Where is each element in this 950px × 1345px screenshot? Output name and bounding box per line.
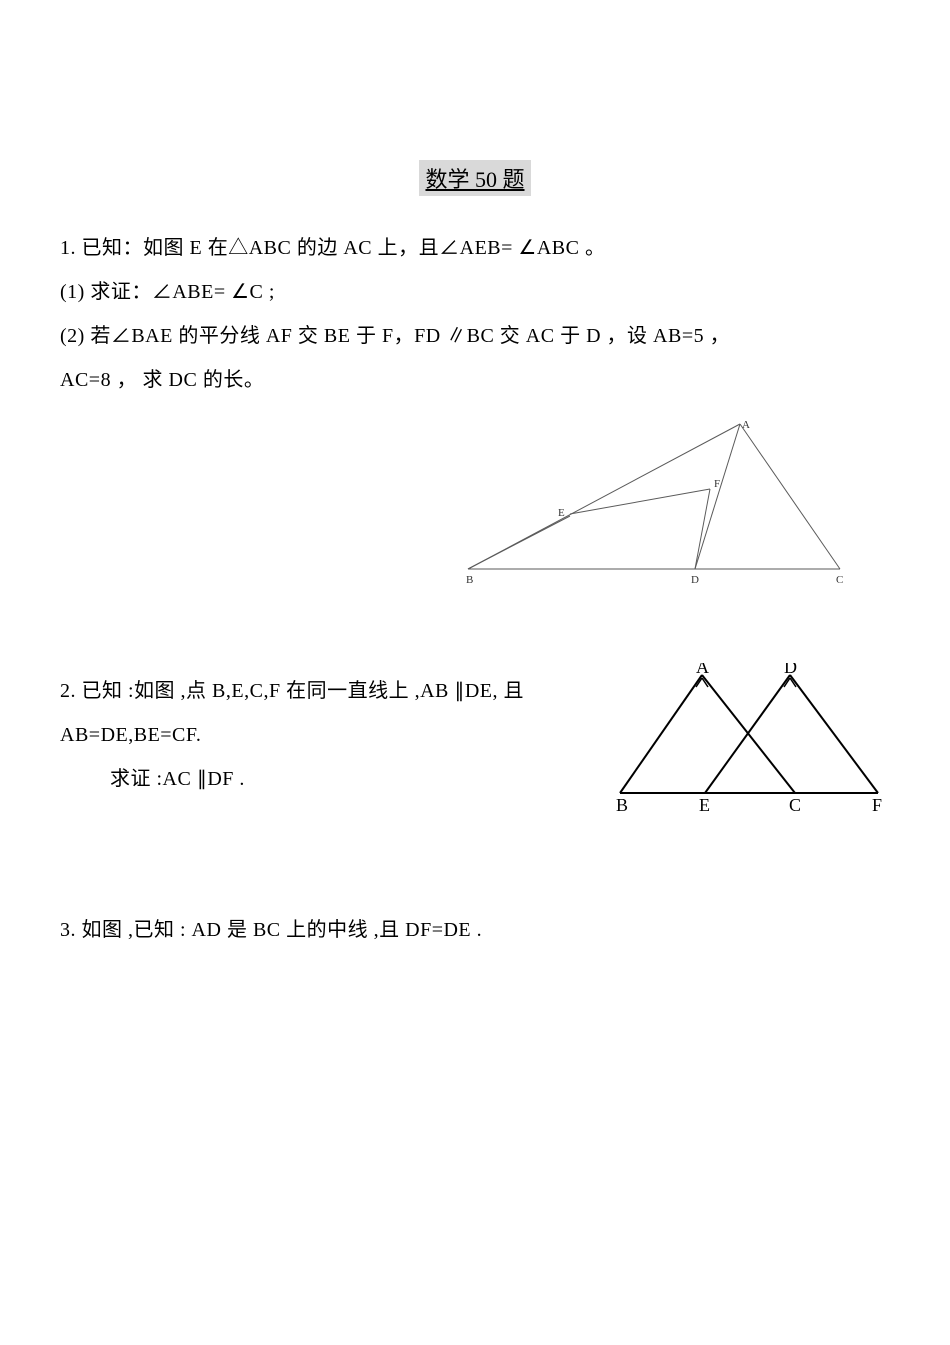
document-page: 数学 50 题 1. 已知：如图 E 在△ABC 的边 AC 上，且∠AEB= … [0, 0, 950, 1345]
q2-line1: 2. 已知 :如图 ,点 B,E,C,F 在同一直线上 ,AB ∥DE, 且 A… [60, 669, 580, 757]
q1-line1: 1. 已知：如图 E 在△ABC 的边 AC 上，且∠AEB= ∠ABC 。 [60, 226, 890, 270]
q2-text: 2. 已知 :如图 ,点 B,E,C,F 在同一直线上 ,AB ∥DE, 且 A… [60, 669, 580, 801]
page-title: 数学 50 题 [419, 160, 530, 196]
svg-text:C: C [789, 795, 801, 813]
svg-text:F: F [714, 478, 720, 490]
q2-figure: A D B E C F [610, 663, 890, 813]
q1-line4: AC=8 ， 求 DC 的长。 [60, 358, 890, 402]
svg-text:E: E [699, 795, 710, 813]
svg-text:F: F [872, 795, 882, 813]
svg-text:A: A [742, 419, 750, 431]
svg-text:D: D [784, 663, 797, 677]
svg-text:B: B [466, 574, 473, 586]
svg-text:D: D [691, 574, 699, 586]
q2-line2: 求证 :AC ∥DF . [60, 757, 580, 801]
svg-text:E: E [558, 507, 565, 519]
q1-line2: (1) 求证：∠ABE= ∠C ; [60, 270, 890, 314]
q3-line1: 3. 如图 ,已知 : AD 是 BC 上的中线 ,且 DF=DE . [60, 908, 890, 952]
q2-figure-wrap: A D B E C F [610, 663, 890, 818]
q2-row: 2. 已知 :如图 ,点 B,E,C,F 在同一直线上 ,AB ∥DE, 且 A… [60, 669, 890, 818]
svg-text:B: B [616, 795, 628, 813]
svg-text:C: C [836, 574, 843, 586]
svg-text:A: A [696, 663, 709, 677]
q1-figure: A B C D E F [450, 414, 850, 604]
q1-line3: (2) 若∠BAE 的平分线 AF 交 BE 于 F，FD ∥BC 交 AC 于… [60, 314, 890, 358]
q1-figure-wrap: A B C D E F [60, 414, 850, 609]
title-wrap: 数学 50 题 [60, 160, 890, 196]
